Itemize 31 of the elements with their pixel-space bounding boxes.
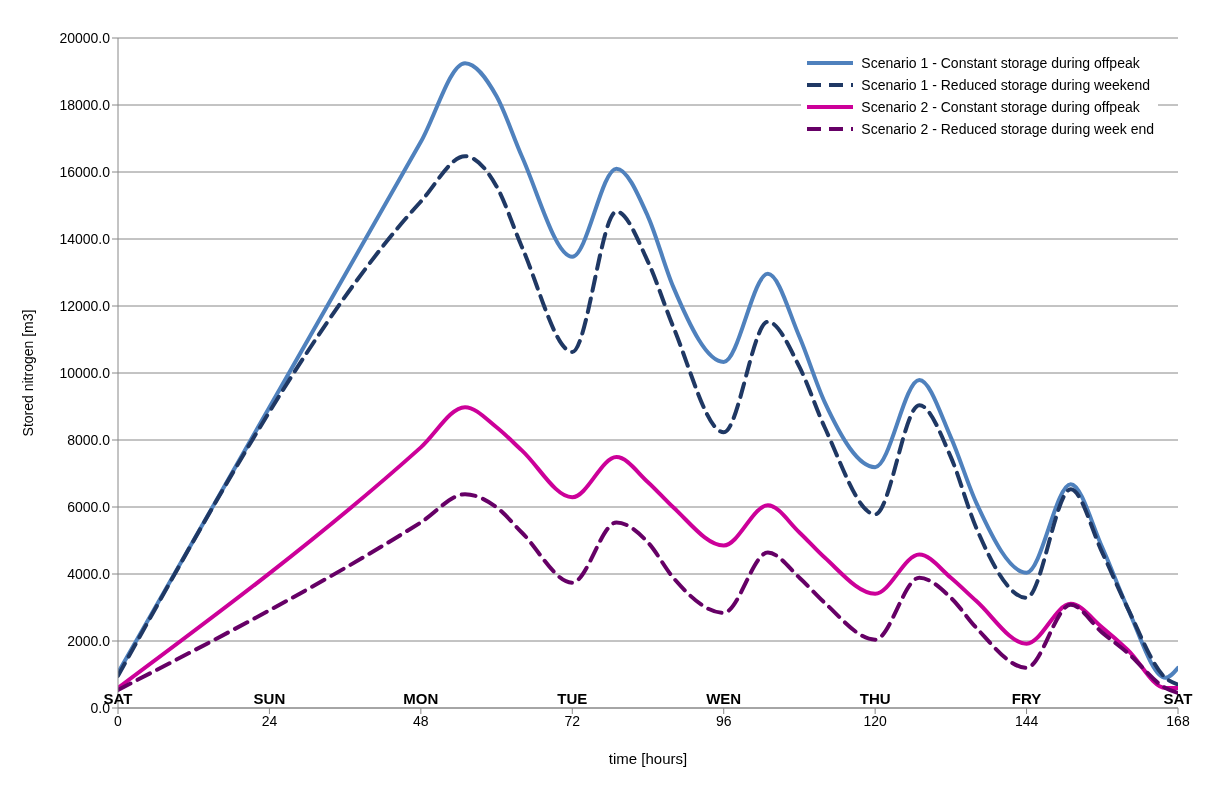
y-axis-title: Stored nitrogen [m3] bbox=[19, 309, 36, 437]
y-tick-label: 16000.0 bbox=[59, 163, 111, 180]
x-tick-label: 0 bbox=[114, 712, 123, 729]
y-tick-label: 6000.0 bbox=[67, 498, 111, 515]
annotation: SUN bbox=[252, 690, 287, 707]
y-tick-label: 20000.0 bbox=[59, 29, 111, 46]
annotation: TUE bbox=[556, 690, 589, 707]
y-tick-label: 14000.0 bbox=[59, 230, 111, 247]
annotation: THU bbox=[858, 690, 892, 707]
annotation: MON bbox=[402, 690, 440, 707]
y-tick-label: 8000.0 bbox=[67, 431, 111, 448]
y-tick-label: 2000.0 bbox=[67, 632, 111, 649]
x-tick-label: 120 bbox=[863, 712, 888, 729]
x-axis-title: time [hours] bbox=[608, 750, 688, 767]
x-tick-label: 168 bbox=[1166, 712, 1190, 729]
legend-label: Scenario 1 - Reduced storage during weekend bbox=[861, 77, 1151, 93]
y-tick-label: 18000.0 bbox=[59, 96, 111, 113]
legend-label: Scenario 1 - Constant storage during offpeak bbox=[861, 55, 1140, 71]
y-tick-label: 10000.0 bbox=[59, 364, 111, 381]
x-tick-label: 48 bbox=[413, 712, 429, 729]
annotation: SAT bbox=[1162, 690, 1194, 707]
legend-label: Scenario 2 - Reduced storage during week end bbox=[861, 121, 1154, 137]
y-tick-label: 12000.0 bbox=[59, 297, 111, 314]
x-tick-label: 96 bbox=[715, 712, 732, 729]
x-tick-label: 72 bbox=[564, 712, 581, 729]
annotation: FRY bbox=[1010, 690, 1043, 707]
x-tick-label: 144 bbox=[1014, 712, 1039, 729]
y-tick-label: 4000.0 bbox=[67, 565, 111, 582]
x-tick-label: 24 bbox=[261, 712, 278, 729]
annotation: WEN bbox=[705, 690, 743, 707]
legend-label: Scenario 2 - Constant storage during offpeak bbox=[861, 99, 1140, 115]
